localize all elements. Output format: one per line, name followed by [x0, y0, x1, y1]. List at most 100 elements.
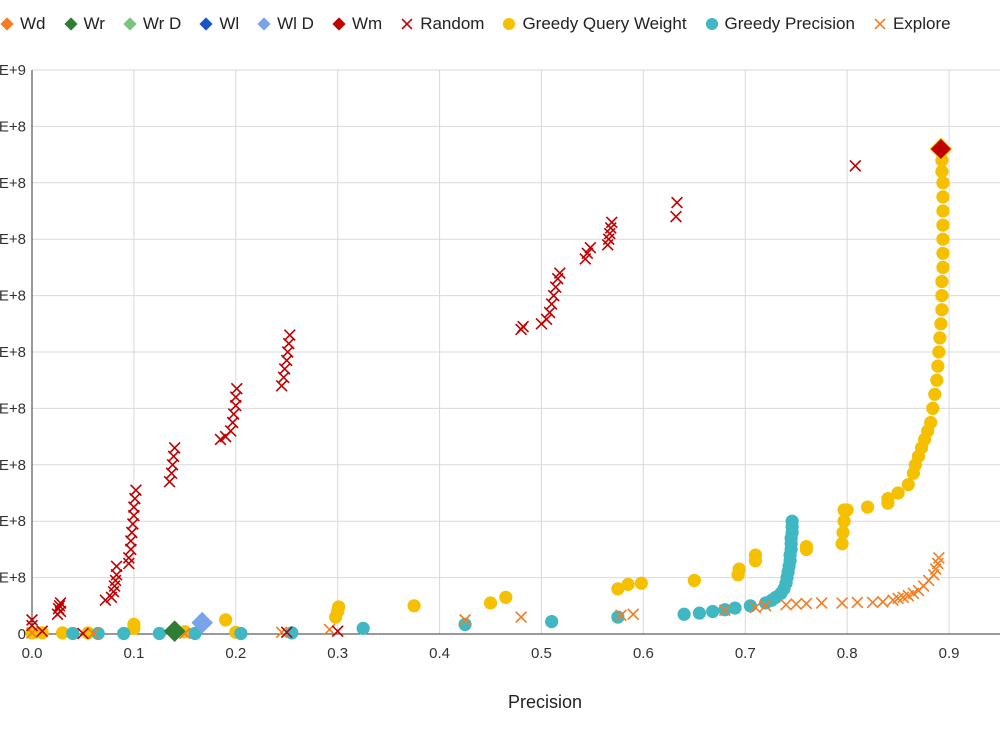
random-point: [549, 281, 562, 294]
legend-marker-icon: [874, 18, 886, 30]
random-point: [127, 509, 140, 522]
random-point: [230, 382, 243, 395]
greedy-query-weight-point: [935, 164, 949, 179]
greedy-query-weight-point: [930, 373, 944, 387]
legend-marker-icon: [503, 17, 516, 31]
greedy-query-weight-point: [932, 345, 946, 359]
random-point: [26, 619, 38, 632]
legend-label: Wr D: [142, 14, 182, 33]
legend-item-explore: Explore: [873, 14, 951, 34]
greedy-query-weight-point: [837, 514, 851, 528]
greedy-precision-point: [785, 514, 799, 528]
random-point: [54, 597, 67, 609]
greedy-precision-point: [152, 626, 166, 641]
greedy-query-weight-point: [35, 626, 49, 640]
y-tick-label: E+9: [0, 62, 26, 79]
legend-label: Explore: [892, 14, 951, 33]
legend-label: Wl D: [277, 14, 314, 33]
greedy-query-weight-point: [881, 492, 895, 506]
y-tick-label: E+8: [0, 175, 26, 192]
y-tick-label: E+8: [0, 288, 26, 305]
greedy-query-weight-point: [499, 590, 513, 604]
wl-d-point: [191, 611, 213, 634]
x-tick-label: 0.8: [837, 645, 858, 662]
explore-point: [515, 611, 528, 624]
greedy-query-weight-point: [935, 289, 949, 303]
explore-point: [718, 604, 731, 617]
random-point: [581, 247, 594, 260]
legend-item-wl: Wl: [199, 14, 239, 34]
legend-label: Greedy Precision: [724, 14, 855, 33]
explore-point: [614, 609, 627, 622]
greedy-precision-point: [458, 617, 472, 632]
legend-label: Wr: [83, 14, 105, 33]
greedy-query-weight-point: [860, 500, 875, 514]
y-tick-label: E+8: [0, 118, 26, 135]
greedy-query-weight-point: [935, 274, 949, 289]
legend-item-wd: Wd: [0, 14, 46, 34]
greedy-query-weight-point: [931, 359, 945, 373]
random-point: [517, 320, 530, 333]
x-tick-label: 0.6: [633, 645, 654, 662]
random-point: [280, 626, 293, 639]
greedy-query-weight-point: [936, 218, 950, 232]
y-tick-label: E+8: [0, 513, 26, 530]
greedy-query-weight-point: [891, 486, 905, 500]
x-tick-label: 0.9: [939, 645, 960, 662]
x-tick-label: 0.2: [225, 645, 246, 662]
explore-point: [459, 613, 472, 626]
legend-item-greedy-query-weight: Greedy Query Weight: [502, 14, 687, 34]
greedy-query-weight-point: [935, 303, 949, 317]
random-point: [540, 313, 553, 326]
greedy-precision-point: [91, 626, 105, 641]
random-point: [124, 543, 137, 556]
y-tick-label: 0: [18, 626, 26, 643]
legend-marker-icon: [123, 17, 137, 31]
x-tick-label: 0.4: [429, 645, 450, 662]
random-point: [283, 329, 296, 342]
legend-label: Wl: [219, 14, 240, 33]
greedy-query-weight-point: [127, 617, 141, 632]
greedy-precision-point: [692, 606, 707, 620]
legend-item-wl-d: Wl D: [257, 14, 314, 34]
greedy-query-weight-point: [936, 190, 950, 204]
random-point: [122, 551, 135, 564]
explore-point: [815, 597, 828, 609]
random-point: [605, 216, 618, 229]
legend-marker-icon: [257, 17, 271, 31]
random-point: [275, 379, 288, 392]
legend-item-random: Random: [400, 14, 484, 34]
random-point: [849, 159, 862, 172]
random-point: [227, 408, 240, 421]
explore-point: [275, 626, 288, 639]
random-point: [331, 625, 344, 638]
random-point: [122, 557, 135, 570]
legend-marker-icon: [63, 17, 78, 31]
chart-legend: Wd Wr Wr D Wl Wl D Wm Random Greedy Query Weigh…: [0, 10, 969, 38]
greedy-precision-point: [545, 614, 559, 629]
greedy-precision-point: [728, 601, 742, 615]
greedy-query-weight-point: [936, 176, 950, 190]
greedy-query-weight-point: [924, 415, 938, 430]
greedy-query-weight-point: [219, 613, 233, 627]
greedy-query-weight-point: [799, 539, 814, 554]
explore-point: [759, 599, 772, 612]
greedy-query-weight-point: [901, 477, 915, 492]
y-tick-label: E+8: [0, 570, 26, 587]
wm-point: [929, 137, 953, 161]
random-point: [553, 267, 566, 280]
greedy-query-weight-point: [840, 503, 854, 517]
greedy-query-weight-point: [611, 582, 625, 596]
random-point: [129, 484, 142, 497]
random-point: [110, 568, 123, 581]
greedy-precision-point: [677, 607, 691, 621]
greedy-precision-point: [611, 610, 625, 624]
greedy-query-weight-point: [687, 573, 701, 588]
greedy-query-weight-point: [928, 387, 942, 401]
greedy-query-weight-point: [933, 331, 947, 345]
legend-label: Wd: [20, 14, 46, 33]
explore-point: [780, 598, 792, 611]
greedy-precision-point: [117, 626, 131, 641]
random-point: [671, 196, 683, 209]
